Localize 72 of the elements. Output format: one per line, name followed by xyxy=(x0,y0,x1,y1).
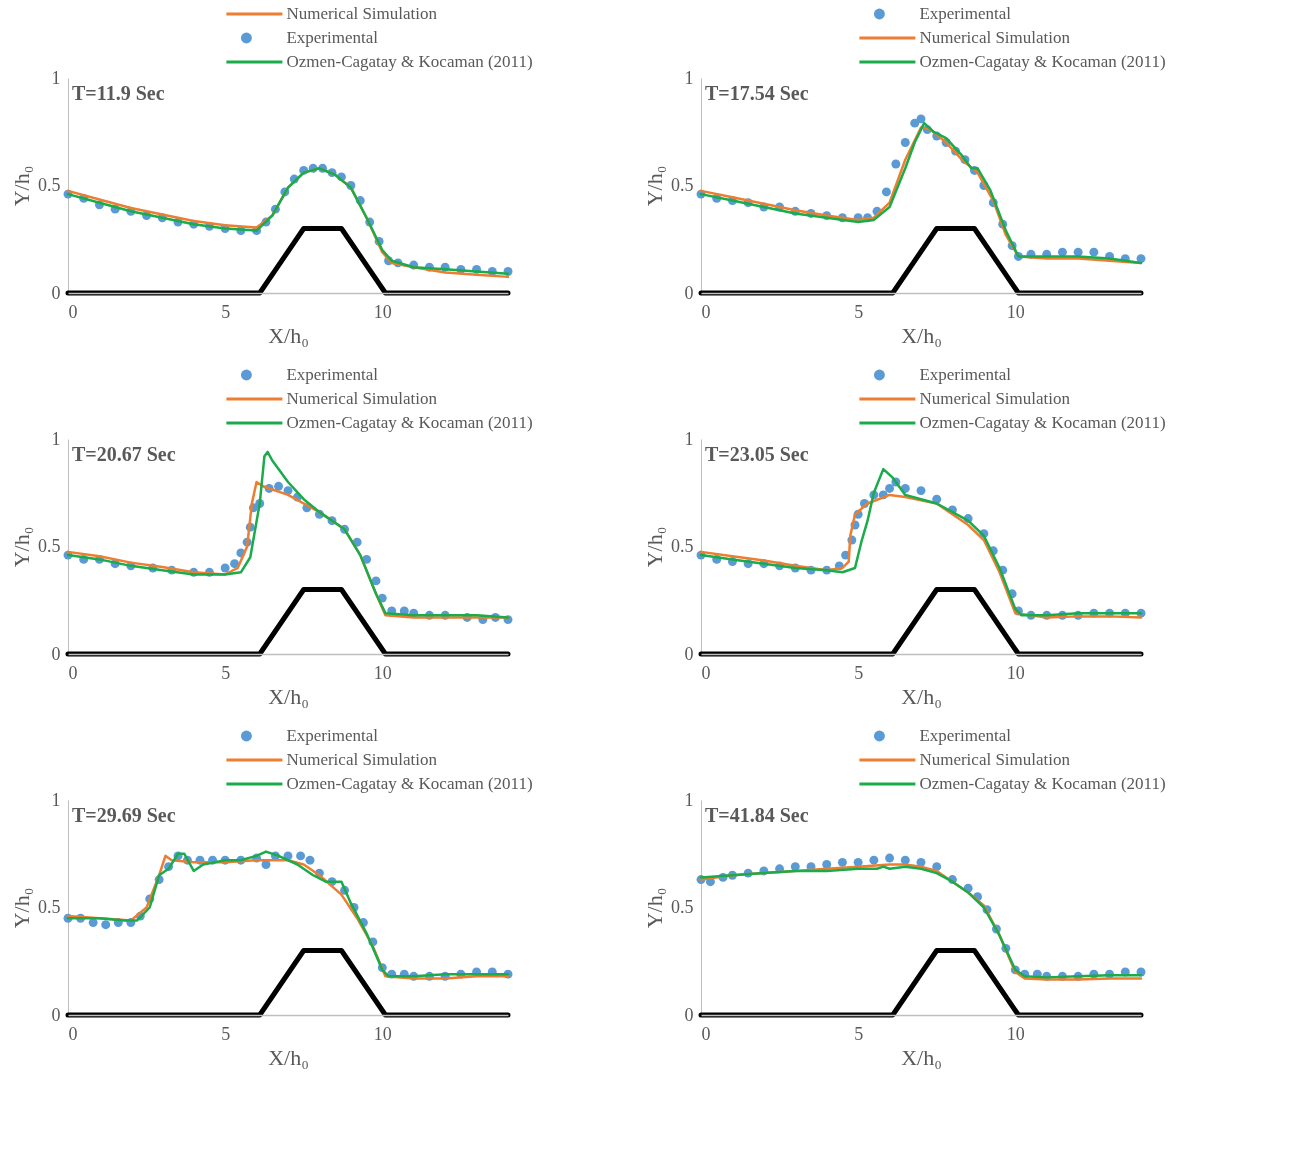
legend-label: Ozmen-Cagatay & Kocaman (2011) xyxy=(919,774,1166,793)
legend-label: Experimental xyxy=(919,365,1012,384)
x-axis-title: X/h₀ xyxy=(268,1044,309,1070)
y-tick-label: 0 xyxy=(684,1004,694,1025)
x-tick-label: 10 xyxy=(373,662,392,683)
legend-label: Experimental xyxy=(919,726,1012,745)
y-tick-label: 1 xyxy=(51,67,61,88)
legend-label: Ozmen-Cagatay & Kocaman (2011) xyxy=(286,774,533,793)
x-tick-label: 5 xyxy=(221,301,231,322)
x-tick-label: 10 xyxy=(1006,301,1025,322)
annotation: T=20.67 Sec xyxy=(72,443,176,465)
legend-label: Numerical Simulation xyxy=(286,389,438,408)
x-axis-title: X/h₀ xyxy=(901,322,942,348)
x-tick-label: 10 xyxy=(373,301,392,322)
legend-label: Experimental xyxy=(286,28,379,47)
x-tick-label: 5 xyxy=(221,1023,231,1044)
x-tick-label: 0 xyxy=(701,662,711,683)
annotation: T=41.84 Sec xyxy=(705,804,809,826)
y-tick-label: 0.5 xyxy=(671,536,694,556)
legend-label: Ozmen-Cagatay & Kocaman (2011) xyxy=(919,413,1166,432)
x-axis-title: X/h₀ xyxy=(901,1044,942,1070)
legend-label: Numerical Simulation xyxy=(286,4,438,23)
x-tick-label: 5 xyxy=(854,301,864,322)
legend-label: Numerical Simulation xyxy=(286,750,438,769)
legend-label: Numerical Simulation xyxy=(919,389,1071,408)
annotation: T=17.54 Sec xyxy=(705,82,809,104)
y-tick-label: 0.5 xyxy=(671,175,694,195)
annotation: T=23.05 Sec xyxy=(705,443,809,465)
x-tick-label: 10 xyxy=(1006,1023,1025,1044)
x-tick-label: 0 xyxy=(701,1023,711,1044)
x-axis-title: X/h₀ xyxy=(901,683,942,709)
y-tick-label: 0.5 xyxy=(671,897,694,917)
y-tick-label: 0 xyxy=(51,1004,61,1025)
y-tick-label: 1 xyxy=(51,428,61,449)
y-tick-label: 0.5 xyxy=(38,897,61,917)
y-tick-label: 1 xyxy=(51,789,61,810)
y-tick-label: 1 xyxy=(684,67,694,88)
x-tick-label: 5 xyxy=(854,1023,864,1044)
y-tick-label: 1 xyxy=(684,428,694,449)
y-tick-label: 0 xyxy=(684,643,694,664)
y-tick-label: 0.5 xyxy=(38,536,61,556)
x-tick-label: 0 xyxy=(68,662,78,683)
y-axis-title: Y/h₀ xyxy=(9,165,34,207)
annotation: T=29.69 Sec xyxy=(72,804,176,826)
y-tick-label: 1 xyxy=(684,789,694,810)
legend-label: Ozmen-Cagatay & Kocaman (2011) xyxy=(919,52,1166,71)
x-tick-label: 10 xyxy=(373,1023,392,1044)
y-axis-title: Y/h₀ xyxy=(642,526,667,568)
annotation: T=11.9 Sec xyxy=(72,82,165,104)
x-tick-label: 0 xyxy=(68,1023,78,1044)
y-tick-label: 0 xyxy=(51,643,61,664)
x-tick-label: 5 xyxy=(221,662,231,683)
x-tick-label: 0 xyxy=(701,301,711,322)
y-axis-title: Y/h₀ xyxy=(9,526,34,568)
x-tick-label: 5 xyxy=(854,662,864,683)
legend-label: Experimental xyxy=(919,4,1012,23)
x-axis-title: X/h₀ xyxy=(268,683,309,709)
y-axis-title: Y/h₀ xyxy=(642,887,667,929)
legend-label: Ozmen-Cagatay & Kocaman (2011) xyxy=(286,413,533,432)
y-tick-label: 0.5 xyxy=(38,175,61,195)
y-tick-label: 0 xyxy=(684,282,694,303)
x-axis-title: X/h₀ xyxy=(268,322,309,348)
y-tick-label: 0 xyxy=(51,282,61,303)
legend-label: Numerical Simulation xyxy=(919,28,1071,47)
y-axis-title: Y/h₀ xyxy=(642,165,667,207)
x-tick-label: 10 xyxy=(1006,662,1025,683)
legend-label: Experimental xyxy=(286,365,379,384)
legend-label: Ozmen-Cagatay & Kocaman (2011) xyxy=(286,52,533,71)
legend-label: Experimental xyxy=(286,726,379,745)
x-tick-label: 0 xyxy=(68,301,78,322)
y-axis-title: Y/h₀ xyxy=(9,887,34,929)
legend-label: Numerical Simulation xyxy=(919,750,1071,769)
